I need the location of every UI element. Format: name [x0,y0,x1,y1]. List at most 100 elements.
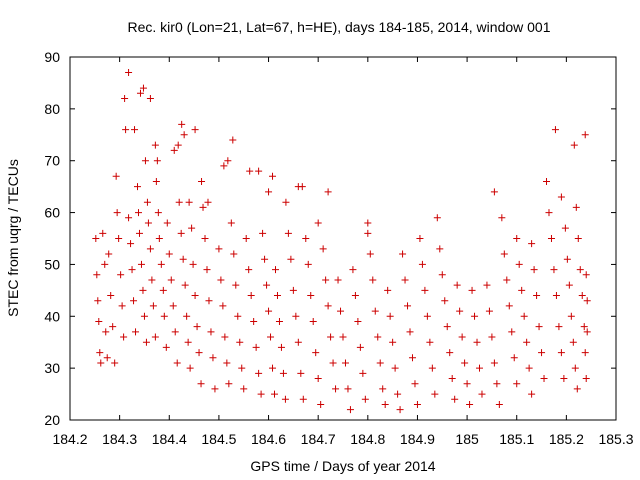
data-point [438,271,446,279]
data-point [245,266,253,274]
data-point [120,333,128,341]
data-point [137,260,145,268]
data-point [102,328,110,336]
data-point [122,126,130,134]
data-point [282,198,290,206]
data-point [284,229,292,237]
data-point [528,390,536,398]
data-point [379,385,387,393]
data-point [265,307,273,315]
data-point [115,235,123,242]
x-tick-label: 185.3 [598,431,633,447]
data-point [426,338,434,346]
data-point [188,224,196,232]
data-point [143,198,151,206]
data-point [314,219,322,227]
data-point [179,255,187,263]
data-point [580,323,588,331]
data-point [236,338,244,346]
data-point [144,219,152,227]
data-point [329,359,337,367]
data-point [332,385,340,393]
data-point [173,359,181,367]
data-point [349,266,357,274]
y-tick-label: 70 [44,153,60,169]
data-point [463,380,471,388]
data-point [105,250,113,258]
data-point [191,292,199,300]
x-tick-label: 184.8 [350,431,385,447]
data-point [371,307,379,315]
data-point [149,302,157,310]
data-point [183,312,191,320]
data-point [359,369,367,377]
data-point [121,94,129,102]
data-point [229,136,237,144]
data-point [240,385,248,393]
data-point [428,364,436,372]
data-point [180,131,188,139]
data-point [309,317,317,325]
data-point [193,323,201,331]
data-point [406,328,414,336]
data-point [297,369,305,377]
data-point [473,338,481,346]
data-point [279,369,287,377]
y-tick-label: 50 [44,256,60,272]
data-point [99,229,107,237]
data-point [570,141,578,149]
data-point [448,375,456,383]
data-point [242,235,250,242]
data-point [418,260,426,268]
data-point [453,281,461,289]
data-point [267,333,275,341]
data-point [337,307,345,315]
data-point [154,209,162,217]
data-point [572,203,580,211]
data-point [550,266,558,274]
data-point [178,120,186,128]
data-point [186,364,194,372]
data-point [322,276,330,284]
data-point [411,380,419,388]
data-point [582,375,590,383]
data-point [488,333,496,341]
data-point [381,400,389,408]
data-point [533,292,541,300]
x-tick-label: 184.7 [301,431,336,447]
data-point [369,276,377,284]
data-point [366,250,374,258]
data-point [466,400,474,408]
data-point [92,235,100,242]
data-point [112,172,120,180]
data-point [289,286,297,294]
data-point [155,235,163,242]
data-point [576,266,584,274]
data-point [146,245,154,253]
data-point [421,286,429,294]
data-point [171,328,179,336]
data-point [354,317,362,325]
data-point [169,302,177,310]
data-point [490,359,498,367]
x-tick-label: 184.2 [52,431,87,447]
data-point [344,385,352,393]
data-point [471,312,479,320]
data-point [162,343,170,351]
y-tick-label: 60 [44,205,60,221]
data-point [224,157,232,165]
data-point [257,390,265,398]
data-point [364,219,372,227]
x-tick-label: 184.9 [400,431,435,447]
data-point [292,312,300,320]
data-point [451,395,459,403]
data-point [269,172,277,180]
data-point [127,240,135,248]
data-point [221,333,229,341]
data-point [560,375,568,383]
data-point [107,292,115,300]
data-point [199,203,207,211]
data-point [269,364,277,372]
y-tick-label: 40 [44,308,60,324]
